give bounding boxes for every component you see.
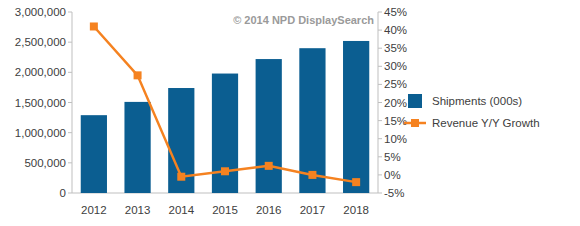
bar bbox=[343, 41, 369, 193]
bar bbox=[256, 59, 282, 193]
chart: 0 500,000 1,000,000 1,500,000 2,000,000 2,500… bbox=[0, 0, 580, 226]
y-tick-label: 0 bbox=[60, 187, 66, 199]
y2-tick bbox=[378, 66, 382, 67]
plot-marks bbox=[81, 22, 370, 193]
y2-tick-label: 25% bbox=[384, 78, 407, 90]
legend-key bbox=[411, 119, 419, 127]
y2-tick-label: 40% bbox=[384, 24, 407, 36]
x-tick-label: 2017 bbox=[300, 204, 326, 216]
y-tick-label: 500,000 bbox=[24, 157, 66, 169]
y-tick bbox=[68, 42, 72, 43]
y2-tick-label: 0% bbox=[384, 169, 401, 181]
legend: Shipments (000s) Revenue Y/Y Growth bbox=[404, 94, 540, 129]
bar bbox=[124, 102, 150, 193]
y-tick-label: 2,000,000 bbox=[15, 66, 66, 78]
y2-tick bbox=[378, 84, 382, 85]
marker bbox=[352, 178, 360, 186]
marker bbox=[308, 171, 316, 179]
y2-tick-label: 20% bbox=[384, 97, 407, 109]
y2-tick bbox=[378, 48, 382, 49]
y2-tick-label: 10% bbox=[384, 133, 407, 145]
y-tick bbox=[68, 102, 72, 103]
bar bbox=[81, 115, 107, 193]
marker bbox=[90, 22, 98, 30]
marker bbox=[134, 71, 142, 79]
y2-tick bbox=[378, 156, 382, 157]
y2-tick bbox=[378, 138, 382, 139]
y-tick-label: 1,500,000 bbox=[15, 97, 66, 109]
y-tick bbox=[68, 193, 72, 194]
y-tick-label: 1,000,000 bbox=[15, 127, 66, 139]
x-tick-label: 2013 bbox=[125, 204, 151, 216]
marker bbox=[221, 167, 229, 175]
y2-tick bbox=[378, 102, 382, 103]
y2-tick-label: 30% bbox=[384, 60, 407, 72]
legend-label: Revenue Y/Y Growth bbox=[432, 117, 540, 129]
y-tick-label: 2,500,000 bbox=[15, 36, 66, 48]
y2-tick bbox=[378, 174, 382, 175]
y2-tick-label: 5% bbox=[384, 151, 401, 163]
y-tick bbox=[68, 72, 72, 73]
bar bbox=[168, 88, 194, 193]
y2-tick-label: 15% bbox=[384, 115, 407, 127]
y-tick bbox=[68, 12, 72, 13]
x-tick-label: 2015 bbox=[212, 204, 238, 216]
y2-tick-label: 35% bbox=[384, 42, 407, 54]
y2-tick-label: 45% bbox=[384, 6, 407, 18]
x-tick-label: 2014 bbox=[168, 204, 194, 216]
legend-key bbox=[408, 94, 422, 108]
x-tick-label: 2012 bbox=[81, 204, 107, 216]
y-tick bbox=[68, 132, 72, 133]
marker bbox=[265, 162, 273, 170]
y-tick bbox=[68, 162, 72, 163]
y2-tick bbox=[378, 120, 382, 121]
watermark: © 2014 NPD DisplaySearch bbox=[233, 14, 374, 26]
y2-tick bbox=[378, 12, 382, 13]
legend-label: Shipments (000s) bbox=[432, 95, 522, 107]
y2-tick bbox=[378, 193, 382, 194]
marker bbox=[177, 173, 185, 181]
bar bbox=[299, 48, 325, 193]
x-tick-label: 2018 bbox=[343, 204, 369, 216]
x-tick-label: 2016 bbox=[256, 204, 282, 216]
line bbox=[94, 26, 356, 182]
y2-tick bbox=[378, 30, 382, 31]
bar bbox=[212, 74, 238, 193]
y2-tick-label: -5% bbox=[384, 187, 404, 199]
y-tick-label: 3,000,000 bbox=[15, 6, 66, 18]
